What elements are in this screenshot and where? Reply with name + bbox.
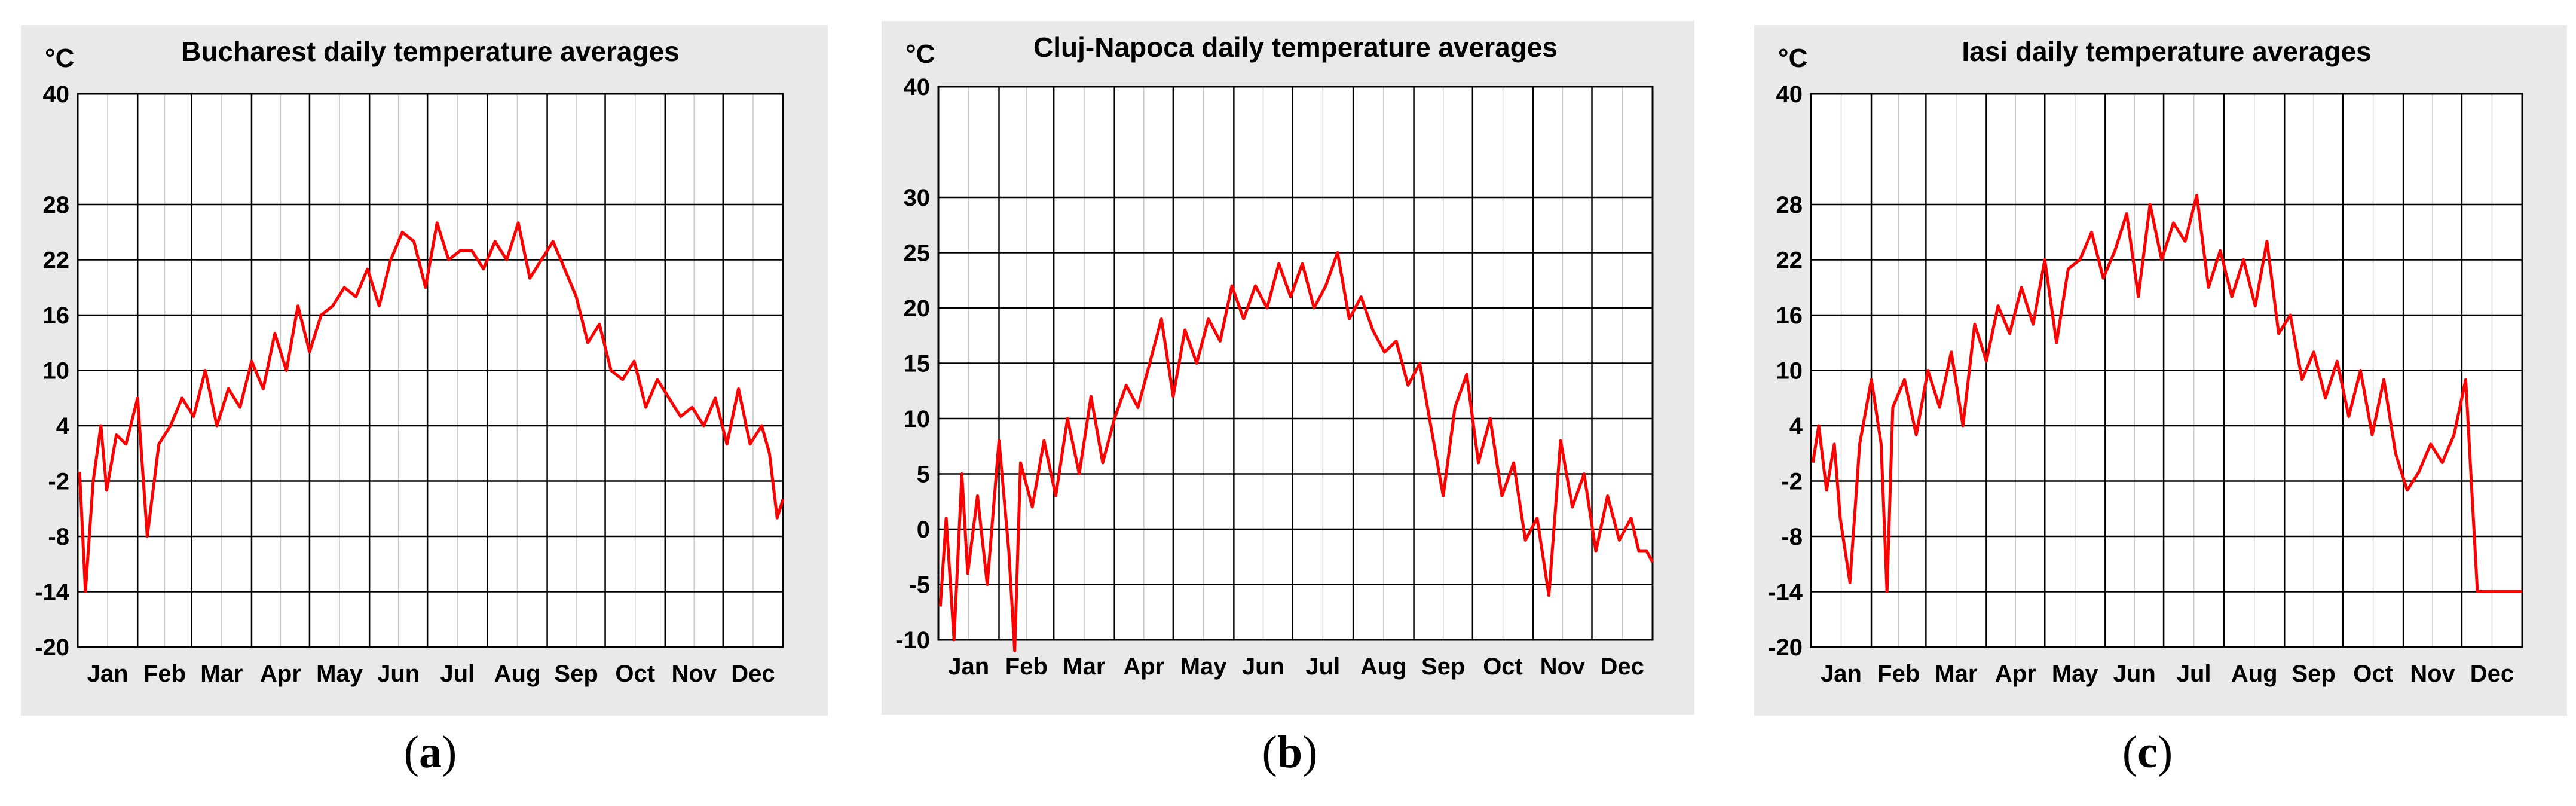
x-tick-label: May (1180, 654, 1228, 680)
x-tick-label: Feb (1005, 654, 1048, 680)
y-tick-label: 16 (1776, 303, 1803, 329)
y-tick-label: 25 (904, 240, 931, 267)
y-tick-label: -8 (1781, 524, 1803, 550)
y-tick-label: 10 (904, 406, 931, 432)
x-tick-label: Jul (440, 661, 475, 687)
x-tick-label: Jun (2113, 661, 2156, 687)
plot-border (77, 93, 784, 648)
x-tick-label: Nov (2410, 661, 2455, 687)
y-tick-label: -20 (1768, 634, 1803, 661)
y-tick-label: -10 (895, 627, 930, 654)
y-tick-label: -14 (1768, 579, 1803, 606)
unit-label: °C (45, 44, 74, 73)
y-tick-label: -14 (35, 579, 70, 606)
chart-title: Iasi daily temperature averages (1962, 36, 2371, 67)
x-tick-label: Oct (615, 661, 655, 687)
x-tick-label: Jun (377, 661, 420, 687)
x-tick-label: Mar (200, 661, 243, 687)
x-tick-label: Jul (1305, 654, 1340, 680)
y-tick-label: -2 (1781, 469, 1803, 495)
x-tick-label: Jun (1242, 654, 1284, 680)
x-tick-label: Aug (2231, 661, 2278, 687)
x-tick-label: Jan (948, 654, 989, 680)
y-tick-label: 40 (904, 74, 931, 100)
y-tick-label: 16 (43, 303, 70, 329)
y-tick-label: 20 (904, 295, 931, 322)
y-tick-label: 10 (1776, 358, 1803, 384)
x-tick-label: Apr (1995, 661, 2036, 687)
y-tick-label: 40 (43, 81, 70, 108)
y-tick-label: 4 (56, 413, 70, 439)
y-tick-label: 28 (43, 192, 70, 218)
x-tick-label: Aug (494, 661, 541, 687)
chart-panel-2: -10 -5 0 5 10 15 20 25 30 40 Jan Feb Mar Apr May Jun Jul… (882, 21, 1694, 715)
y-tick-label: -8 (48, 524, 69, 550)
x-tick-label: Dec (731, 661, 775, 687)
x-tick-label: Oct (1483, 654, 1523, 680)
x-tick-label: Mar (1063, 654, 1105, 680)
x-tick-label: Dec (1601, 654, 1644, 680)
x-tick-label: Dec (2470, 661, 2514, 687)
y-tick-label: -2 (48, 469, 69, 495)
x-tick-label: Oct (2353, 661, 2393, 687)
x-tick-label: Jan (1821, 661, 1862, 687)
x-tick-label: Jul (2177, 661, 2211, 687)
y-tick-label: -20 (35, 634, 69, 661)
chart-title: Bucharest daily temperature averages (181, 36, 680, 67)
y-tick-label: 40 (1776, 81, 1803, 108)
unit-label: °C (1778, 44, 1807, 73)
x-tick-label: May (316, 661, 363, 687)
x-tick-label: Feb (143, 661, 186, 687)
chart-title: Cluj-Napoca daily temperature averages (1033, 32, 1558, 63)
y-tick-label: 22 (1776, 248, 1803, 274)
x-tick-label: Jan (87, 661, 129, 687)
caption-c: (c) (2122, 727, 2173, 777)
y-tick-label: 5 (917, 462, 930, 488)
x-tick-label: Nov (671, 661, 717, 687)
series-line (938, 251, 1654, 652)
x-tick-label: Apr (1123, 654, 1164, 680)
y-tick-label: 28 (1776, 192, 1803, 218)
y-tick-label: 10 (43, 358, 70, 384)
y-tick-label: 22 (43, 248, 70, 274)
caption-b: (b) (1262, 727, 1318, 777)
unit-label: °C (905, 39, 935, 69)
y-tick-label: 30 (904, 185, 931, 211)
x-tick-label: Nov (1540, 654, 1586, 680)
series-line (1811, 194, 2522, 593)
caption-a: (a) (403, 727, 457, 777)
x-tick-label: Sep (2292, 661, 2335, 687)
y-tick-label: 0 (917, 517, 930, 543)
x-tick-label: Mar (1935, 661, 1977, 687)
plot-border (1810, 93, 2523, 648)
x-tick-label: Aug (1360, 654, 1407, 680)
y-tick-label: 15 (904, 351, 931, 377)
x-tick-label: Sep (1421, 654, 1465, 680)
y-tick-label: 4 (1789, 413, 1803, 439)
y-tick-label: -5 (908, 572, 930, 599)
chart-panel-1: -20 -14 -8 -2 4 10 16 22 28 40 Jan Feb Mar Apr May Jun J… (21, 25, 828, 716)
x-tick-label: Apr (260, 661, 301, 687)
series-line (78, 221, 785, 593)
x-tick-label: Sep (554, 661, 598, 687)
chart-panel-3: -20 -14 -8 -2 4 10 16 22 28 40 Jan Feb Mar Apr May Jun J… (1754, 25, 2567, 716)
x-tick-label: May (2052, 661, 2099, 687)
x-tick-label: Feb (1877, 661, 1920, 687)
plot-border (937, 86, 1654, 641)
